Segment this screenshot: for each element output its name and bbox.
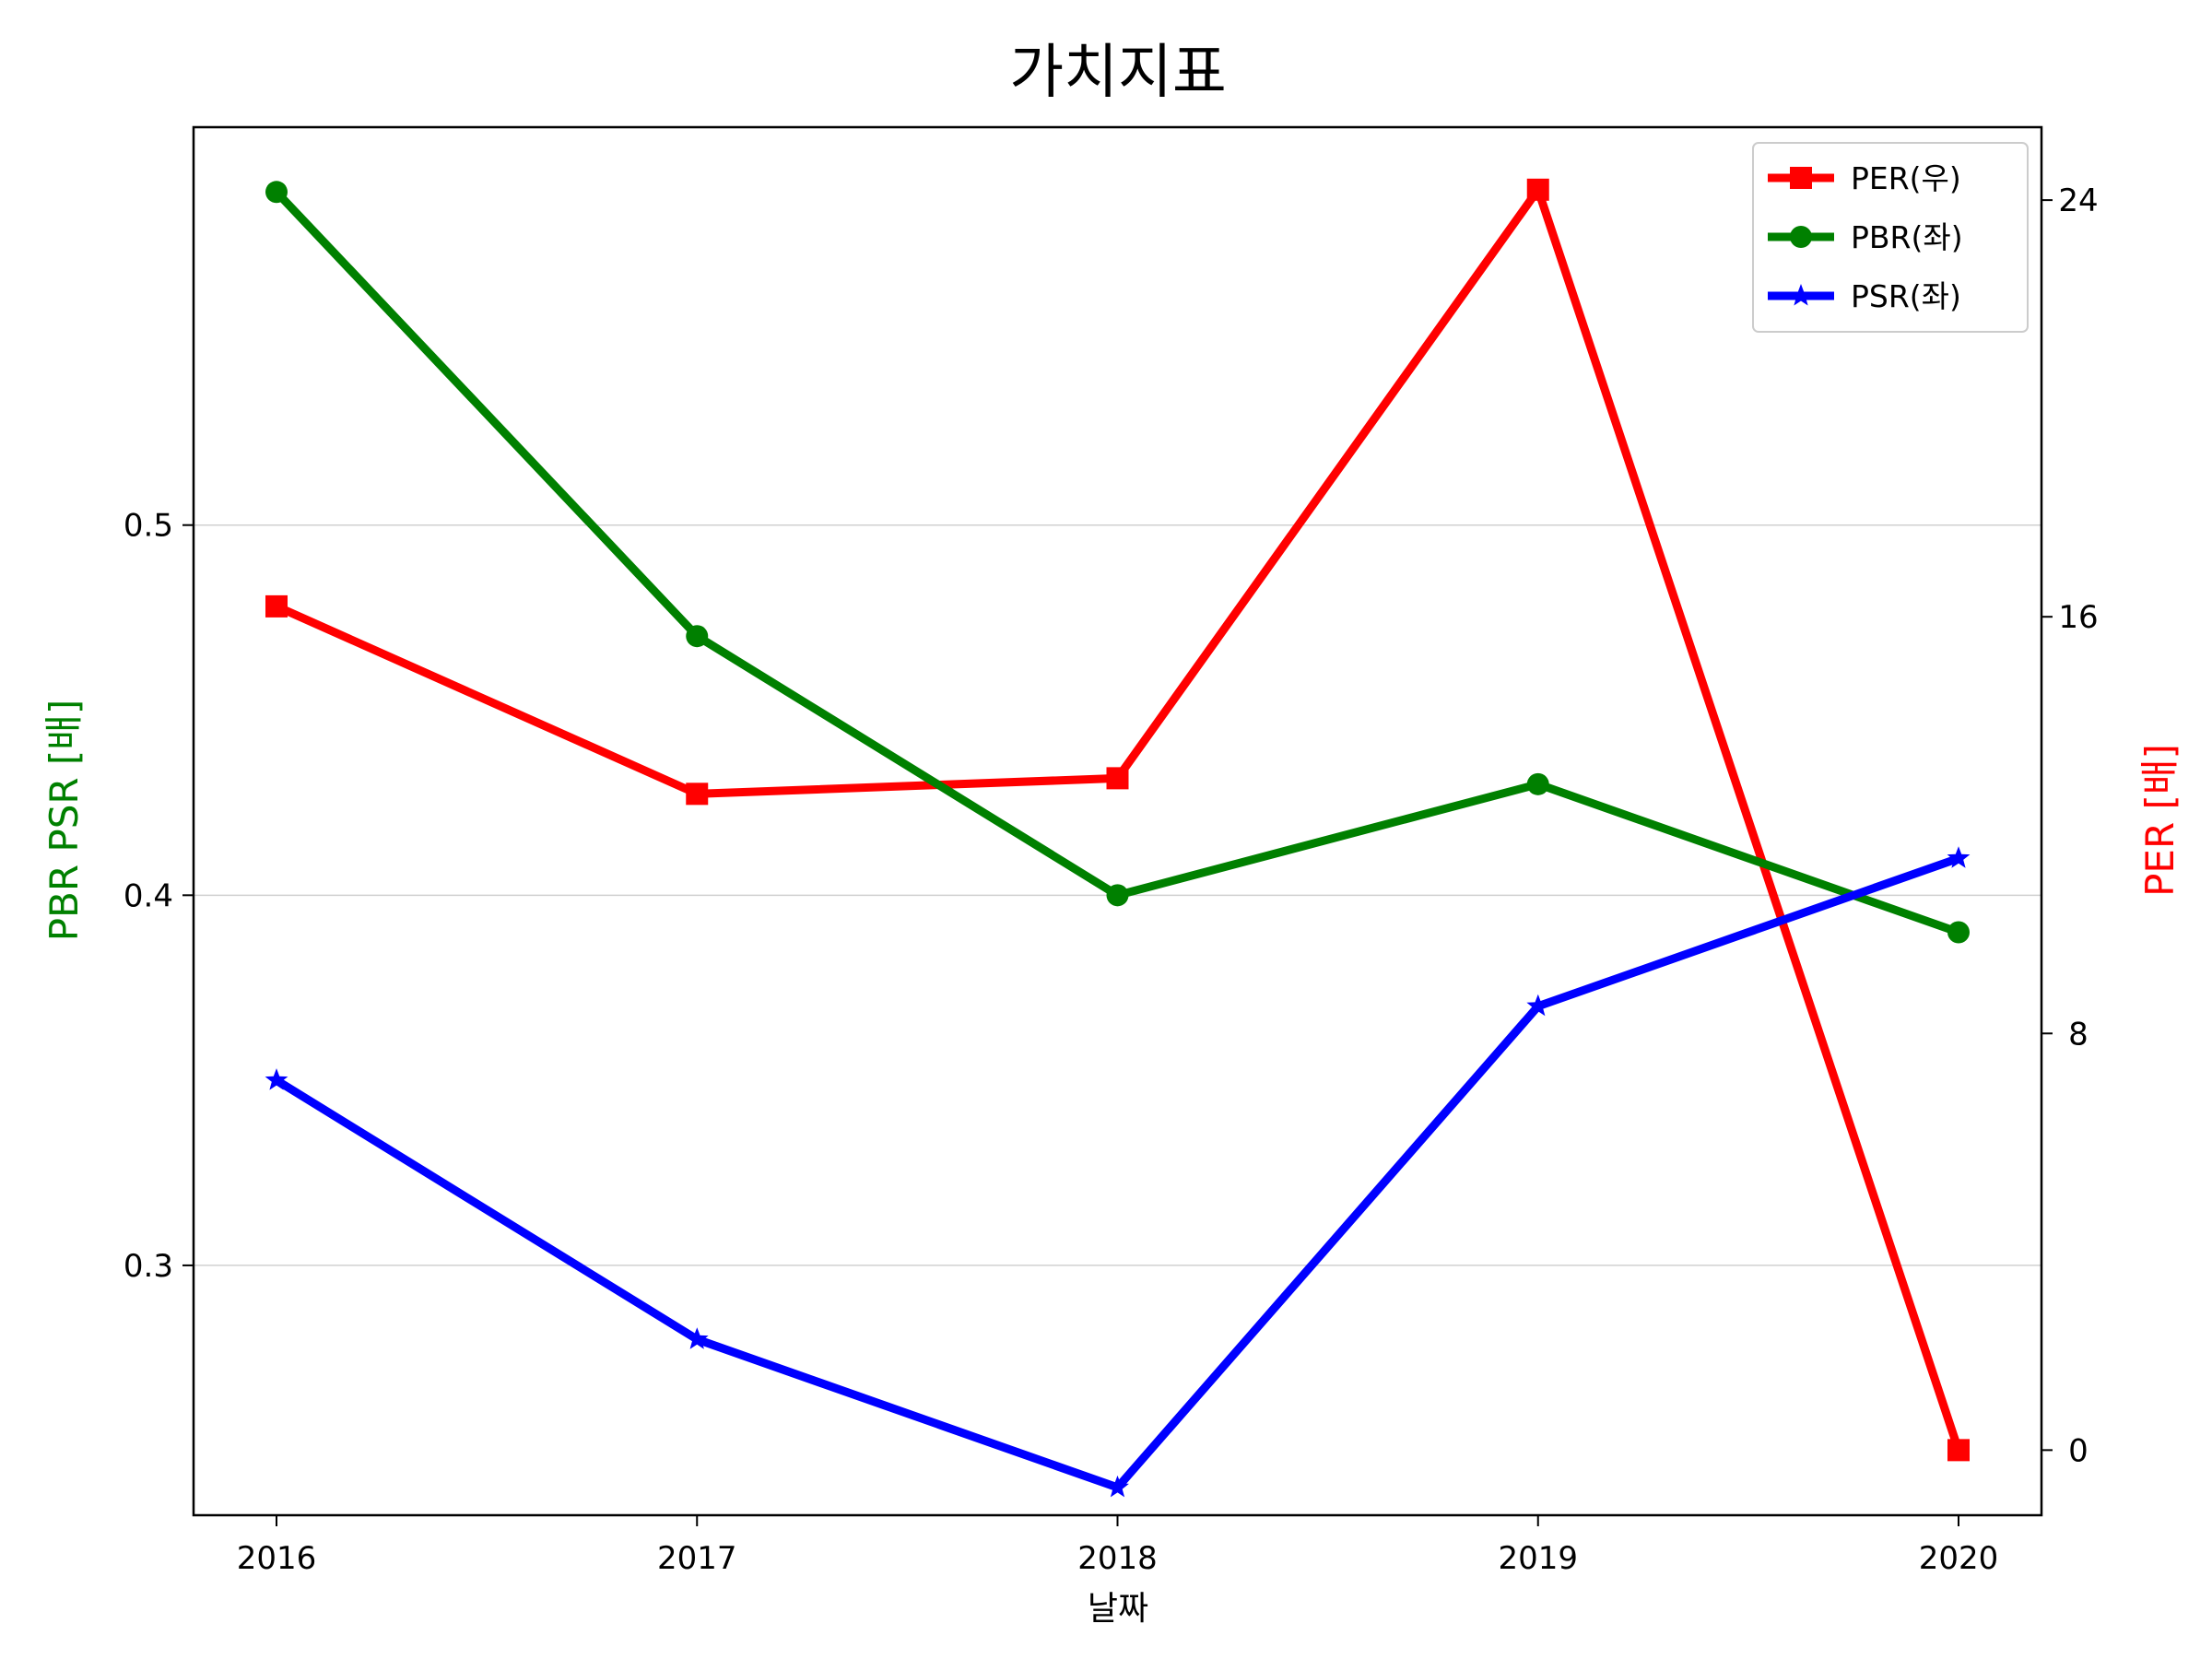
legend-box [1752, 142, 2029, 333]
x-tick-label-1: 2017 [657, 1540, 737, 1577]
data-point-per-3 [1526, 178, 1549, 201]
data-point-per-0 [265, 594, 288, 618]
y-left-tick-label-0: 0.3 [124, 1248, 173, 1285]
chart-title: 가치지표 [1009, 39, 1227, 107]
legend-marker-per [1790, 167, 1812, 189]
data-point-per-1 [686, 782, 709, 806]
series-line-pbr [272, 187, 1963, 936]
data-point-psr-4 [1947, 846, 1971, 868]
plot-frame [192, 125, 2043, 1517]
series-line-psr [272, 853, 1963, 1492]
y-axis-left-label: PBR PSR [배] [41, 700, 87, 942]
y-axis-right-label: PER [배] [2137, 744, 2183, 897]
data-point-psr-1 [685, 1327, 709, 1349]
y-right-tick-label-0: 0 [2068, 1432, 2088, 1469]
y-right-tick-label-2: 16 [2058, 599, 2098, 636]
y-left-tick-label-1: 0.4 [124, 877, 173, 914]
data-point-pbr-2 [1106, 884, 1129, 907]
legend-label-pbr: PBR(좌) [1851, 219, 1963, 255]
data-point-pbr-4 [1947, 921, 1970, 944]
data-point-pbr-0 [265, 181, 288, 204]
data-point-psr-2 [1106, 1475, 1129, 1498]
x-tick-label-3: 2019 [1498, 1540, 1578, 1577]
y-axis-right: 0 8 16 24 [2041, 182, 2099, 1469]
y-right-tick-label-3: 24 [2058, 182, 2098, 219]
legend-label-psr: PSR(좌) [1851, 278, 1961, 314]
y-right-tick-label-1: 8 [2068, 1016, 2088, 1053]
y-axis-left: 0.3 0.4 0.5 [124, 508, 194, 1285]
series-layer [265, 178, 1971, 1498]
data-point-per-4 [1947, 1439, 1970, 1462]
data-point-pbr-1 [686, 625, 709, 648]
x-axis: 2016 2017 2018 2019 2020 [237, 1515, 1999, 1577]
legend: PER(우) PBR(좌) PSR(좌) [1752, 142, 2029, 333]
legend-marker-psr [1789, 284, 1813, 306]
x-tick-label-4: 2020 [1919, 1540, 1999, 1577]
data-point-per-2 [1106, 767, 1129, 790]
legend-label-per: PER(우) [1851, 160, 1961, 196]
y-left-tick-label-2: 0.5 [124, 508, 173, 545]
data-point-psr-3 [1526, 994, 1550, 1017]
x-tick-label-0: 2016 [237, 1540, 317, 1577]
legend-marker-pbr [1790, 226, 1812, 248]
series-line-per [272, 185, 1963, 1454]
x-axis-label: 날짜 [1088, 1590, 1148, 1628]
data-point-pbr-3 [1526, 772, 1549, 795]
x-tick-label-2: 2018 [1077, 1540, 1158, 1577]
data-point-psr-0 [265, 1068, 288, 1090]
